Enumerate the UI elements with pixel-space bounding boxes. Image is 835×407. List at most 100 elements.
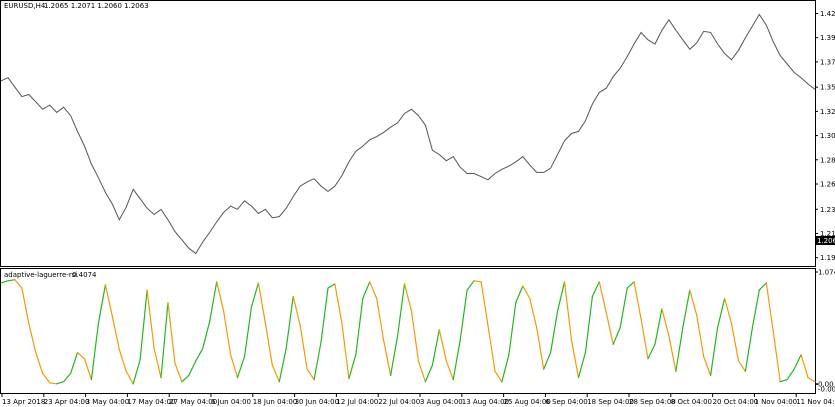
indicator-segment-falling — [737, 360, 747, 372]
price-tick-label: 1.283 — [820, 156, 835, 164]
indicator-segment-rising — [278, 347, 287, 383]
indicator-segment-rising — [188, 360, 197, 377]
current-price-tag: 1.2063 — [816, 236, 835, 245]
indicator-segment-rising — [591, 281, 600, 297]
indicator-segment-rising — [626, 281, 635, 289]
indicator-segment-falling — [772, 331, 781, 383]
indicator-segment-rising — [682, 289, 691, 329]
indicator-segment-falling — [369, 281, 378, 300]
indicator-segment-falling — [76, 352, 86, 360]
indicator-value-label: 0.4074 — [72, 271, 97, 279]
indicator-segment-rising — [209, 281, 218, 322]
price-tick-label: 1.306 — [820, 132, 835, 140]
indicator-segment-falling — [445, 360, 454, 381]
indicator-segment-falling — [563, 281, 573, 341]
indicator-axis: 1.0743 0.00-0.005 — [815, 269, 835, 393]
indicator-segment-falling — [522, 285, 531, 300]
time-tick-label: 6 Jun 04:00 — [211, 398, 251, 406]
indicator-segment-falling — [49, 382, 58, 385]
ohlc-readout: 1.2065 1.2071 1.2060 1.2063 — [44, 2, 149, 10]
indicator-segment-falling — [800, 354, 809, 379]
indicator-segment-rising — [243, 306, 253, 358]
indicator-segment-falling — [334, 283, 343, 324]
time-tick-label: 11 Nov 04:00 — [796, 398, 835, 406]
indicator-segment-rising — [466, 280, 475, 291]
indicator-segment-falling — [598, 281, 607, 314]
indicator-segment-rising — [160, 302, 169, 379]
price-tick-label: 1.190 — [820, 254, 835, 262]
time-tick-label: 8 Oct 04:00 — [671, 398, 712, 406]
indicator-segment-falling — [125, 370, 134, 385]
indicator-segment-falling — [230, 354, 239, 379]
indicator-segment-rising — [452, 339, 461, 381]
indicator-segment-falling — [341, 322, 350, 380]
indicator-segment-rising — [675, 327, 684, 372]
indicator-segment-rising — [751, 289, 760, 329]
indicator-segment-falling — [14, 279, 23, 289]
indicator-segment-falling — [438, 329, 447, 362]
indicator-segment-rising — [543, 352, 552, 370]
indicator-segment-rising — [285, 295, 294, 349]
time-tick-label: 18 Sep 04:00 — [587, 398, 634, 406]
indicator-segment-falling — [410, 310, 419, 362]
indicator-segment-falling — [383, 339, 392, 377]
indicator-segment-rising — [139, 289, 148, 361]
indicator-segment-rising — [56, 381, 65, 385]
indicator-segment-falling — [494, 370, 503, 383]
indicator-tick-label: 0.00 — [818, 380, 834, 388]
indicator-segment-falling — [807, 377, 816, 383]
indicator-segment-rising — [362, 281, 371, 300]
indicator-segment-falling — [376, 297, 385, 341]
price-series-line — [0, 13, 816, 255]
indicator-series — [0, 279, 816, 385]
indicator-segment-falling — [640, 318, 649, 360]
price-axis: 1.422 1.399 1.376 1.352 1.329 1.306 1.283 1.260… — [815, 10, 835, 262]
price-tick-label: 1.260 — [820, 181, 835, 189]
indicator-segment-falling — [257, 282, 266, 324]
indicator-segment-falling — [605, 312, 614, 345]
indicator-name-label: adaptive-laguerre-rsi — [4, 271, 77, 279]
indicator-segment-rising — [786, 368, 795, 381]
indicator-segment-falling — [216, 281, 225, 312]
indicator-segment-falling — [765, 282, 774, 333]
indicator-segment-rising — [90, 322, 100, 381]
indicator-segment-rising — [132, 359, 141, 385]
indicator-segment-rising — [577, 352, 587, 379]
indicator-segment-rising — [744, 327, 754, 372]
indicator-segment-falling — [111, 315, 120, 351]
current-price-tag-background — [816, 236, 835, 245]
indicator-segment-rising — [779, 379, 788, 383]
indicator-segment-rising — [7, 279, 16, 282]
price-tick-label: 1.329 — [820, 108, 835, 116]
time-tick-label: 25 Aug 04:00 — [504, 398, 551, 406]
indicator-segment-falling — [292, 295, 301, 327]
indicator-segment-falling — [153, 347, 162, 379]
indicator-segment-falling — [689, 289, 698, 316]
time-tick-label: 28 Sep 04:00 — [629, 398, 676, 406]
price-panel-frame — [0, 0, 816, 267]
indicator-segment-falling — [42, 372, 51, 384]
indicator-segment-rising — [327, 283, 336, 289]
indicator-segment-falling — [417, 360, 426, 383]
price-tick-label: 1.399 — [820, 34, 835, 42]
current-price-tag-text: 1.2063 — [817, 237, 835, 245]
time-tick-label: 18 Jun 04:00 — [253, 398, 297, 406]
time-tick-label: 3 May 04:00 — [86, 398, 130, 406]
time-tick-label: 30 Jun 04:00 — [295, 398, 339, 406]
indicator-segment-falling — [668, 335, 677, 372]
indicator-segment-falling — [696, 314, 705, 358]
indicator-segment-rising — [181, 374, 190, 383]
price-tick-label: 1.213 — [820, 230, 835, 238]
indicator-segment-rising — [250, 282, 259, 308]
indicator-segment-rising — [619, 287, 628, 329]
price-tick-label: 1.422 — [820, 10, 835, 18]
indicator-segment-rising — [424, 364, 433, 383]
time-tick-label: 23 Apr 04:00 — [44, 398, 90, 406]
indicator-segment-rising — [459, 289, 468, 341]
indicator-segment-falling — [487, 324, 496, 372]
indicator-segment-rising — [584, 295, 594, 354]
time-tick-label: 22 Jul 04:00 — [378, 398, 420, 406]
indicator-segment-rising — [515, 285, 524, 304]
